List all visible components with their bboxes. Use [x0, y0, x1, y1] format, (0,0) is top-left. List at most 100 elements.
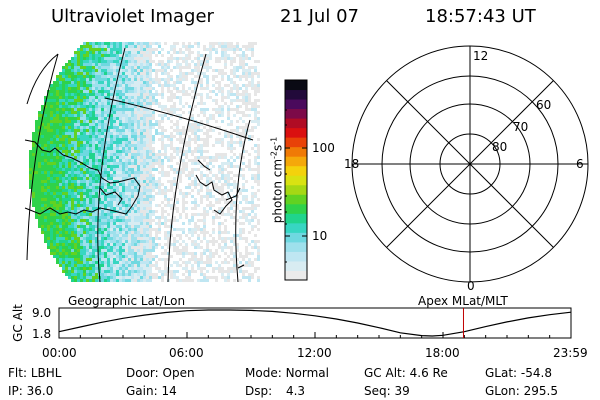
image-pixel — [110, 99, 113, 102]
image-pixel — [92, 225, 95, 228]
image-pixel — [221, 240, 224, 243]
image-pixel — [257, 144, 260, 147]
image-pixel — [101, 210, 104, 213]
image-pixel — [257, 228, 260, 231]
image-pixel — [83, 117, 86, 120]
image-pixel — [80, 69, 83, 72]
image-pixel — [140, 246, 143, 249]
image-pixel — [140, 135, 143, 138]
image-pixel — [203, 132, 206, 135]
image-pixel — [77, 240, 80, 243]
image-pixel — [215, 93, 218, 96]
image-pixel — [149, 174, 152, 177]
image-pixel — [197, 261, 200, 264]
image-pixel — [77, 78, 80, 81]
image-pixel — [86, 279, 89, 282]
image-pixel — [38, 222, 41, 225]
image-pixel — [140, 258, 143, 261]
image-pixel — [44, 234, 47, 237]
image-pixel — [35, 201, 38, 204]
image-pixel — [149, 63, 152, 66]
image-pixel — [101, 99, 104, 102]
image-pixel — [107, 243, 110, 246]
image-pixel — [113, 147, 116, 150]
image-pixel — [215, 261, 218, 264]
image-pixel — [131, 210, 134, 213]
image-pixel — [119, 201, 122, 204]
image-pixel — [86, 132, 89, 135]
image-pixel — [173, 108, 176, 111]
image-pixel — [158, 192, 161, 195]
image-pixel — [245, 84, 248, 87]
image-pixel — [95, 216, 98, 219]
image-pixel — [161, 153, 164, 156]
image-pixel — [242, 177, 245, 180]
image-pixel — [62, 234, 65, 237]
image-pixel — [182, 207, 185, 210]
image-pixel — [140, 186, 143, 189]
image-pixel — [68, 267, 71, 270]
image-pixel — [134, 240, 137, 243]
image-pixel — [50, 153, 53, 156]
image-pixel — [122, 219, 125, 222]
image-pixel — [257, 162, 260, 165]
image-pixel — [119, 60, 122, 63]
image-pixel — [95, 45, 98, 48]
image-pixel — [200, 183, 203, 186]
image-pixel — [71, 180, 74, 183]
image-pixel — [95, 237, 98, 240]
image-pixel — [182, 84, 185, 87]
image-pixel — [77, 258, 80, 261]
image-pixel — [167, 108, 170, 111]
image-pixel — [224, 261, 227, 264]
image-pixel — [239, 78, 242, 81]
image-pixel — [68, 177, 71, 180]
image-pixel — [182, 279, 185, 282]
image-pixel — [122, 252, 125, 255]
image-pixel — [134, 135, 137, 138]
image-pixel — [62, 201, 65, 204]
image-pixel — [41, 198, 44, 201]
image-pixel — [164, 69, 167, 72]
image-pixel — [218, 171, 221, 174]
image-pixel — [179, 96, 182, 99]
image-pixel — [233, 66, 236, 69]
image-pixel — [197, 72, 200, 75]
image-pixel — [161, 48, 164, 51]
image-pixel — [41, 201, 44, 204]
image-pixel — [38, 186, 41, 189]
image-pixel — [74, 258, 77, 261]
image-pixel — [182, 72, 185, 75]
image-pixel — [86, 261, 89, 264]
image-pixel — [215, 189, 218, 192]
image-pixel — [65, 105, 68, 108]
image-pixel — [104, 258, 107, 261]
image-pixel — [41, 105, 44, 108]
image-pixel — [56, 93, 59, 96]
image-pixel — [68, 225, 71, 228]
image-pixel — [137, 51, 140, 54]
image-pixel — [206, 120, 209, 123]
image-pixel — [251, 51, 254, 54]
image-pixel — [113, 135, 116, 138]
image-pixel — [191, 51, 194, 54]
image-pixel — [155, 162, 158, 165]
image-pixel — [134, 63, 137, 66]
image-pixel — [146, 93, 149, 96]
image-pixel — [50, 225, 53, 228]
image-pixel — [206, 129, 209, 132]
image-pixel — [38, 183, 41, 186]
image-pixel — [89, 159, 92, 162]
image-pixel — [218, 114, 221, 117]
image-pixel — [152, 60, 155, 63]
image-pixel — [71, 168, 74, 171]
image-pixel — [107, 228, 110, 231]
image-pixel — [233, 147, 236, 150]
image-pixel — [47, 210, 50, 213]
image-pixel — [206, 87, 209, 90]
image-pixel — [203, 273, 206, 276]
image-pixel — [137, 237, 140, 240]
image-pixel — [71, 222, 74, 225]
image-pixel — [44, 204, 47, 207]
image-pixel — [158, 171, 161, 174]
